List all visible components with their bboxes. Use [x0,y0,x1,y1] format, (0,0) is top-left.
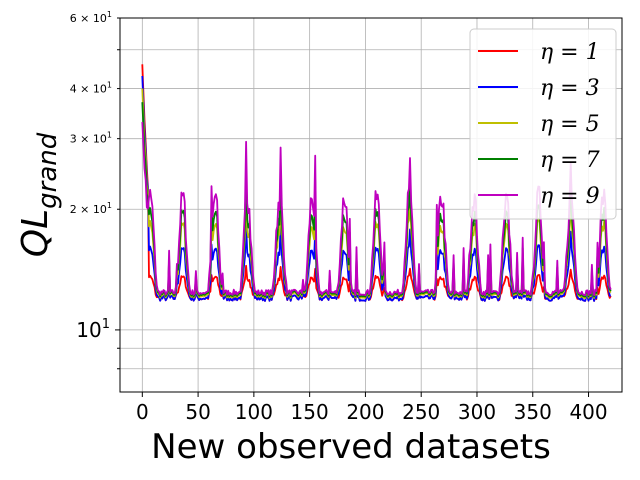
legend-box [469,28,617,220]
x-tick-label: 0 [136,400,149,424]
series-layer [141,64,612,302]
x-tick-label: 50 [185,400,210,424]
legend-label: η = 1 [540,40,600,65]
y-axis-label-main: QL [15,209,56,257]
y-axis-label: QLgrand [15,132,63,257]
x-axis-label: New observed datasets [151,427,551,467]
plot-frame [119,17,623,393]
y-minor-tick-label: 2 × 101 [70,201,112,216]
series-line [141,122,612,297]
y-minor-tick-label: 3 × 101 [70,131,112,146]
ticks: 0 50 100 150 200 250 300 350 400 101 2 × 101 3 × 10… [70,10,608,424]
x-tick-label: 150 [291,400,329,424]
y-tick-label: 101 [76,317,110,342]
legend: η = 1 η = 3 η = 5 η = 7 η = 9 [469,28,617,220]
legend-label: η = 9 [540,184,600,209]
legend-label: η = 7 [540,148,600,173]
x-tick-label: 100 [235,400,273,424]
x-tick-label: 300 [458,400,496,424]
y-minor-tick-label: 6 × 101 [70,10,112,25]
legend-label: η = 5 [540,112,600,137]
x-tick-label: 400 [569,400,607,424]
x-tick-label: 200 [346,400,384,424]
y-axis-label-subscript: grand [33,132,63,209]
y-minor-tick-label: 4 × 101 [70,81,112,96]
x-tick-label: 250 [402,400,440,424]
x-tick-label: 350 [514,400,552,424]
legend-label: η = 3 [540,76,600,101]
